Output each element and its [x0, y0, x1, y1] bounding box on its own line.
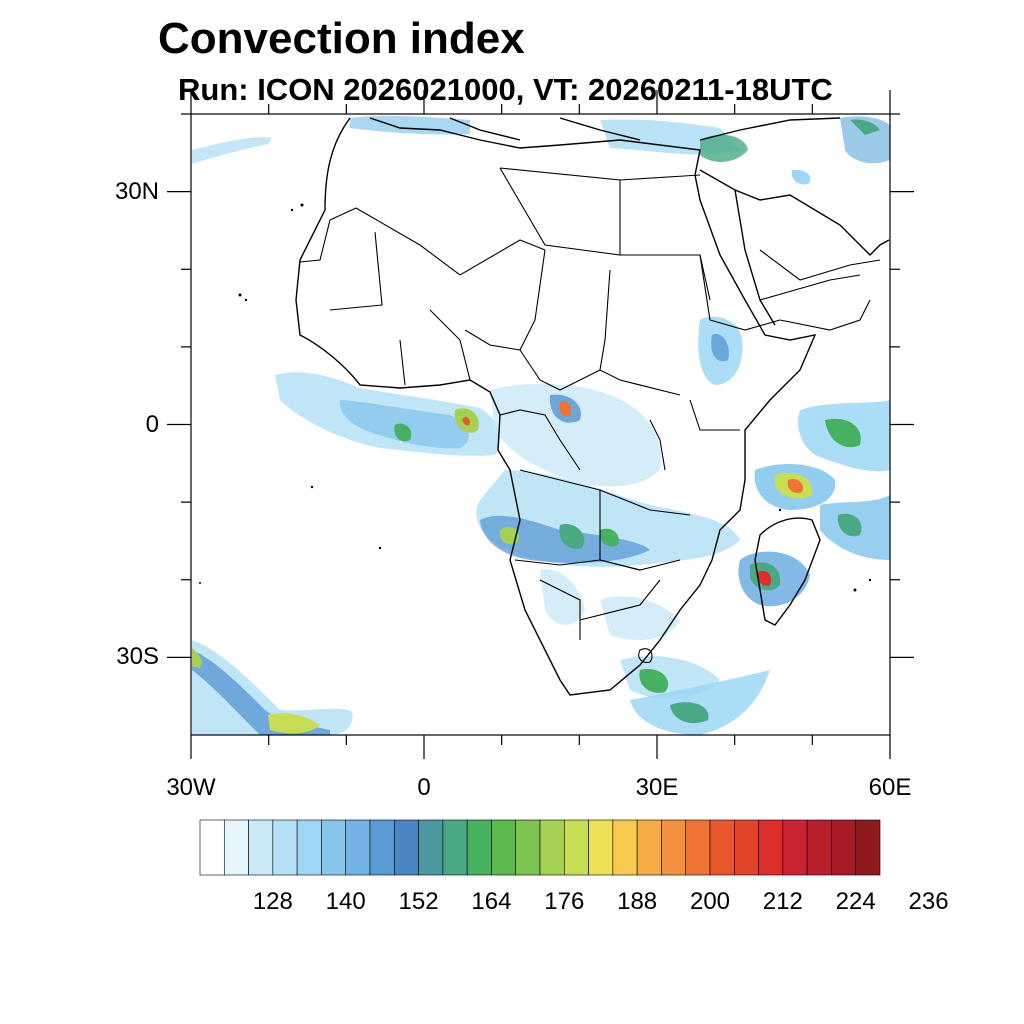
colorbar-swatch [758, 819, 784, 876]
colorbar-swatch [636, 819, 662, 876]
lat-label-30s: 30S [116, 643, 159, 671]
lon-label-30w: 30W [166, 774, 216, 801]
colorbar-swatch [369, 819, 395, 876]
colorbar-label: 140 [325, 888, 366, 915]
islands [199, 203, 872, 592]
colorbar-label: 212 [762, 888, 803, 915]
coastlines [295, 117, 890, 696]
colorbar-swatch [321, 819, 347, 876]
colorbar-label: 128 [252, 888, 293, 915]
colorbar-label: 236 [908, 888, 949, 915]
colorbar-swatch [806, 819, 832, 876]
colorbar-swatch [418, 819, 444, 876]
colorbar-swatch [685, 819, 711, 876]
lat-label-30n: 30N [114, 177, 159, 205]
colorbar-swatch [612, 819, 638, 876]
colorbar-swatch [855, 819, 881, 876]
colorbar-label: 200 [689, 888, 731, 915]
colorbar-swatch [515, 819, 541, 876]
country-borders [299, 167, 881, 663]
colorbar-label: 164 [471, 888, 512, 915]
colorbar-swatch [782, 819, 808, 876]
colorbar-swatch [563, 819, 589, 876]
convection-field [192, 115, 890, 735]
lat-label-equator: 0 [145, 410, 159, 438]
colorbar-swatch [296, 819, 322, 876]
colorbar-label: 188 [617, 888, 658, 915]
colorbar-label: 224 [835, 888, 876, 915]
colorbar-swatch [733, 819, 759, 876]
colorbar-swatch [466, 819, 492, 876]
chart-subtitle: Run: ICON 2026021000, VT: 20260211-18UTC [178, 72, 833, 107]
colorbar-swatch [539, 819, 565, 876]
lon-label-60e: 60E [868, 774, 912, 801]
colorbar-swatch [491, 819, 517, 876]
colorbar-swatch [223, 819, 249, 876]
lon-label-0: 0 [417, 774, 431, 801]
colorbar-swatch [709, 819, 735, 876]
colorbar-swatch [199, 819, 225, 876]
colorbar-swatch [393, 819, 419, 876]
colorbar-swatch [831, 819, 857, 876]
colorbar-label: 176 [544, 888, 585, 915]
chart-title: Convection index [158, 14, 525, 63]
colorbar-swatch [588, 819, 614, 876]
axis-ticks [167, 90, 914, 759]
colorbar-label: 152 [398, 888, 439, 915]
lon-label-30e: 30E [635, 774, 679, 801]
colorbar-swatch [661, 819, 687, 876]
colorbar-swatch [272, 819, 298, 876]
colorbar-swatch [345, 819, 371, 876]
colorbar-swatch [248, 819, 274, 876]
colorbar-swatch [442, 819, 468, 876]
